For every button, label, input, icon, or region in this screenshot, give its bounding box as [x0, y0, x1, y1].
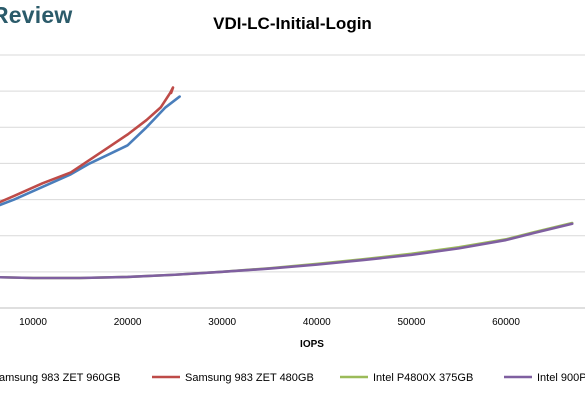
series-line-1	[0, 95, 181, 207]
legend-label: Intel P4800X 375GB	[373, 372, 473, 384]
x-axis-label: IOPS	[300, 339, 324, 350]
x-tick-label: 60000	[492, 317, 520, 328]
x-tick-label: 30000	[208, 317, 236, 328]
series-lines	[0, 86, 574, 280]
x-axis: 10000200003000040000500006000070000	[0, 307, 585, 328]
grid-lines	[0, 54, 585, 273]
legend: amsung 983 ZET 960GB Samsung 983 ZET 480G…	[0, 372, 585, 384]
x-tick-label: 50000	[397, 317, 425, 328]
legend-label: Samsung 983 ZET 480GB	[185, 372, 314, 384]
series-line-3	[0, 221, 574, 280]
chart-title: VDI-LC-Initial-Login	[213, 14, 372, 33]
brand-logo-text: Review	[0, 2, 73, 28]
x-tick-label: 10000	[19, 317, 47, 328]
series-line-4	[0, 222, 574, 280]
legend-label: Intel 900P	[537, 372, 585, 384]
legend-label: amsung 983 ZET 960GB	[0, 372, 120, 384]
x-tick-label: 40000	[303, 317, 331, 328]
series-line-2	[0, 86, 175, 204]
x-tick-label: 20000	[114, 317, 142, 328]
